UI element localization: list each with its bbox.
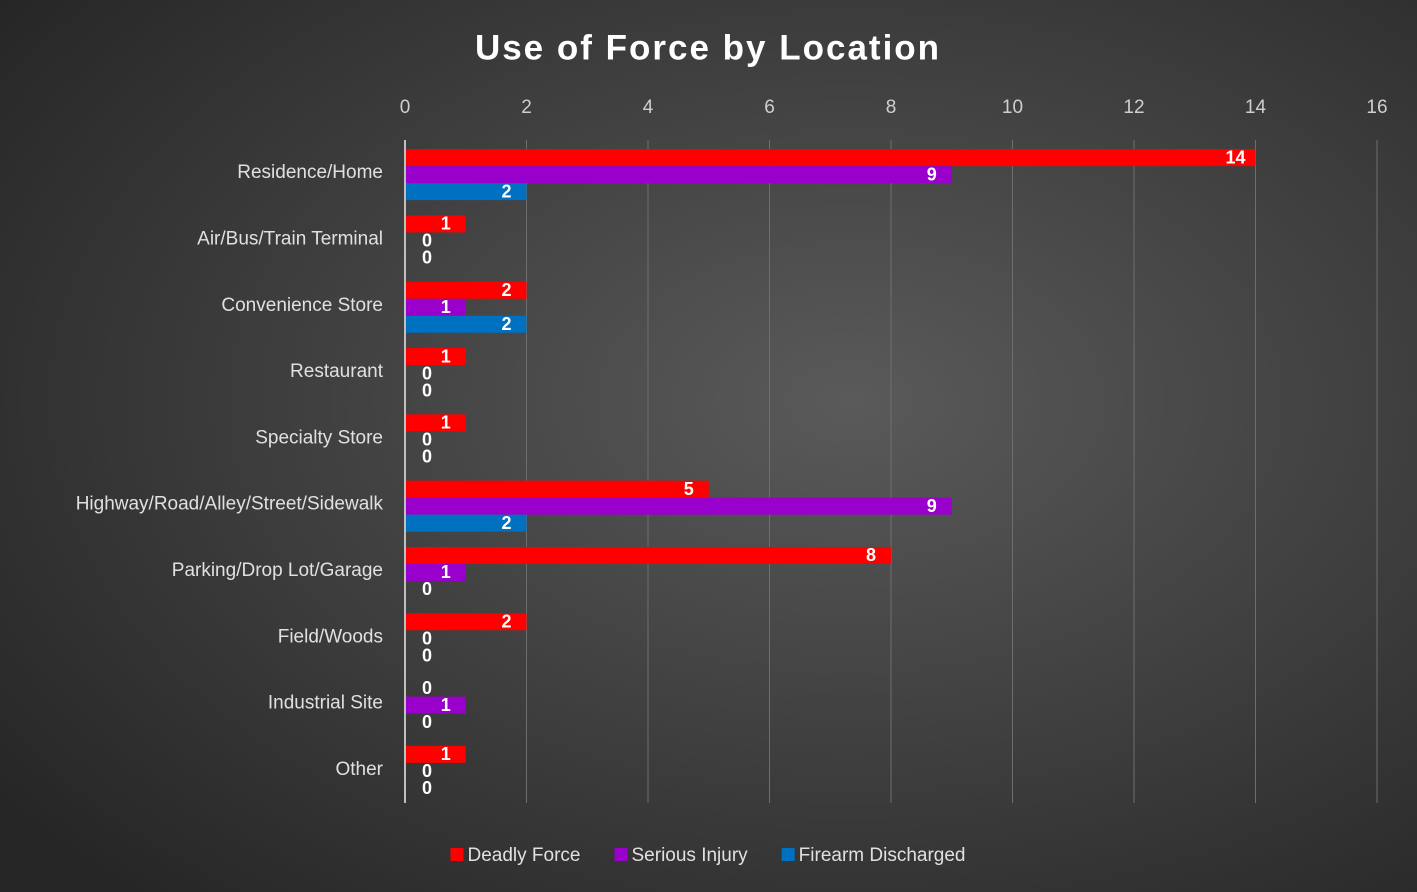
legend-swatch (781, 848, 795, 861)
data-label: 0 (422, 778, 432, 798)
bar (405, 613, 527, 631)
data-label: 8 (866, 545, 876, 565)
data-label: 2 (501, 181, 511, 201)
legend-label: Firearm Discharged (799, 845, 966, 866)
y-tick-label: Specialty Store (255, 427, 383, 448)
y-tick-label: Highway/Road/Alley/Street/Sidewalk (76, 494, 384, 515)
y-tick-label: Residence/Home (237, 162, 383, 183)
bar (405, 315, 527, 333)
bar (405, 563, 466, 581)
y-tick-label: Parking/Drop Lot/Garage (172, 560, 383, 581)
x-tick-label: 8 (886, 97, 897, 118)
bar (405, 166, 952, 184)
y-tick-label: Air/Bus/Train Terminal (197, 228, 383, 249)
data-label: 1 (441, 297, 451, 317)
data-label: 14 (1225, 147, 1245, 167)
data-label: 0 (422, 231, 432, 251)
data-label: 5 (684, 479, 694, 499)
bar (405, 183, 527, 201)
data-label: 2 (501, 280, 511, 300)
data-label: 1 (441, 214, 451, 234)
y-tick-label: Restaurant (290, 361, 384, 382)
legend-label: Deadly Force (468, 845, 581, 866)
x-tick-label: 16 (1366, 97, 1387, 118)
bar (405, 348, 466, 366)
data-label: 1 (441, 346, 451, 366)
legend-swatch (614, 848, 628, 861)
data-label: 2 (501, 513, 511, 533)
bar (405, 149, 1256, 167)
data-label: 0 (422, 248, 432, 268)
data-label: 0 (422, 447, 432, 467)
data-label: 0 (422, 646, 432, 666)
x-tick-label: 10 (1002, 97, 1023, 118)
bar (405, 745, 466, 763)
legend-swatch (450, 848, 464, 861)
data-label: 9 (927, 164, 937, 184)
x-tick-label: 14 (1245, 97, 1267, 118)
x-tick-label: 0 (400, 97, 411, 118)
data-label: 0 (422, 678, 432, 698)
y-tick-label: Field/Woods (278, 626, 383, 647)
chart-title: Use of Force by Location (475, 28, 941, 67)
x-tick-label: 4 (643, 97, 654, 118)
bar (405, 281, 527, 299)
data-label: 1 (441, 695, 451, 715)
y-tick-label: Convenience Store (221, 295, 383, 316)
legend-label: Serious Injury (632, 845, 749, 866)
bar (405, 546, 891, 564)
y-tick-label: Other (335, 759, 383, 780)
bar (405, 215, 466, 233)
data-label: 0 (422, 430, 432, 450)
data-label: 2 (501, 314, 511, 334)
data-label: 0 (422, 380, 432, 400)
y-tick-label: Industrial Site (268, 693, 383, 714)
x-tick-label: 6 (764, 97, 775, 118)
x-tick-label: 12 (1123, 97, 1144, 118)
data-label: 9 (927, 496, 937, 516)
data-label: 2 (501, 612, 511, 632)
data-label: 1 (441, 562, 451, 582)
bar (405, 298, 466, 316)
bar (405, 414, 466, 432)
bar (405, 480, 709, 498)
bar (405, 514, 527, 532)
data-label: 0 (422, 761, 432, 781)
data-label: 0 (422, 363, 432, 383)
bar (405, 497, 952, 515)
data-label: 1 (441, 413, 451, 433)
x-tick-label: 2 (521, 97, 532, 118)
data-label: 0 (422, 712, 432, 732)
data-label: 0 (422, 579, 432, 599)
data-label: 1 (441, 744, 451, 764)
data-label: 0 (422, 629, 432, 649)
bar (405, 696, 466, 714)
